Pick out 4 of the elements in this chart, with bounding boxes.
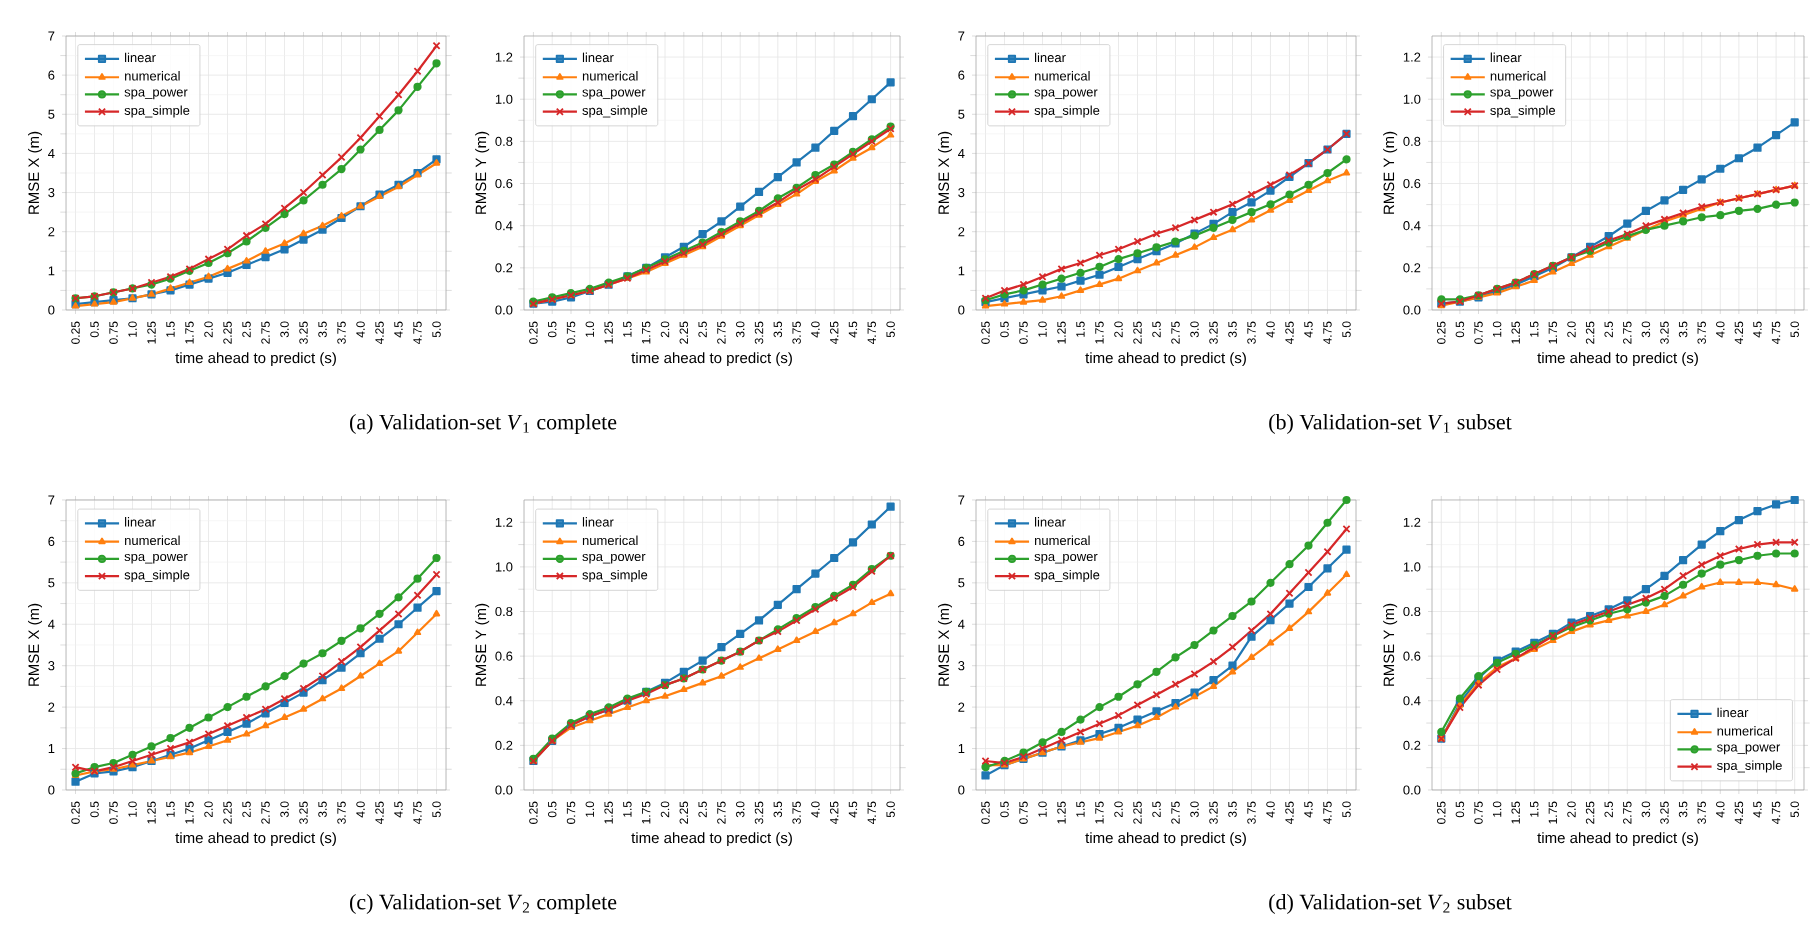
text: (d) Validation-set V$_{2}$ subset (1269, 894, 1512, 914)
text: (a) Validation-set V$_{1}$ complete (350, 414, 617, 434)
text: (b) Validation-set V$_{1}$ subset (1269, 414, 1512, 434)
text: (c) Validation-set V$_{2}$ complete (350, 894, 617, 914)
